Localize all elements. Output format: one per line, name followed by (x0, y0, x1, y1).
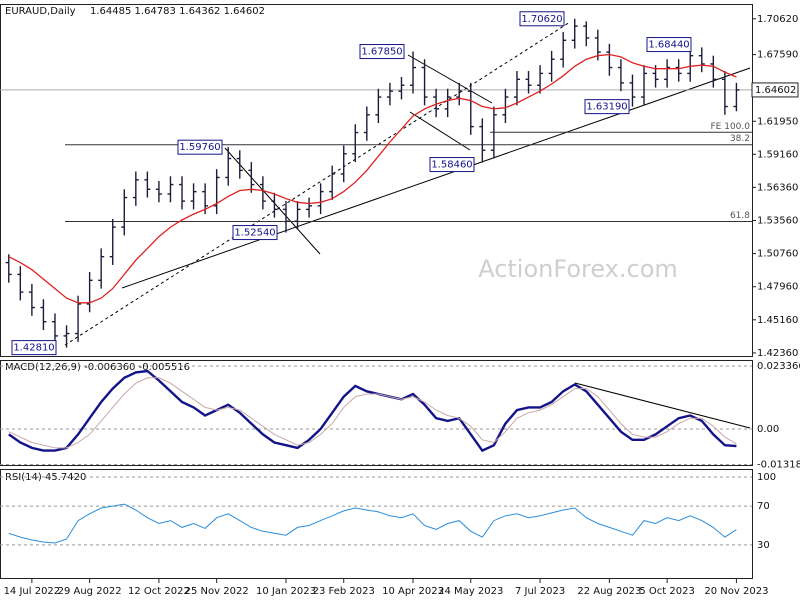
fib-label: 38.2 (730, 134, 750, 144)
x-tick-label: 24 May 2023 (438, 586, 503, 597)
y-tick-label: 70 (757, 501, 770, 512)
x-tick-label: 22 Aug 2023 (577, 586, 641, 597)
y-tick-label: 1.70620 (757, 14, 798, 25)
uptrend-line (121, 67, 751, 289)
y-tick-label: 1.56360 (757, 182, 798, 193)
pivot-box (519, 11, 565, 27)
price-title: EURAUD,Daily (5, 6, 76, 17)
fib-label: FE 100.0 (711, 122, 751, 132)
last-price-box (751, 82, 799, 98)
pivot-label: 1.59760 (179, 142, 220, 153)
y-tick-label: 1.53560 (757, 215, 798, 226)
price-panel (0, 4, 753, 357)
pivot-box (646, 37, 692, 53)
y-tick-label: 0.023366 (757, 361, 800, 372)
x-tick-label: 29 Aug 2022 (58, 586, 122, 597)
pivot-label: 1.42810 (13, 343, 54, 354)
channel-line (64, 21, 571, 346)
pivot-box (232, 225, 278, 241)
x-tick-label: 14 Jul 2022 (4, 586, 61, 597)
y-tick-label: 30 (757, 540, 770, 551)
pivot-box (584, 99, 630, 115)
pivot-label: 1.58460 (431, 160, 472, 171)
y-tick-label: 1.47960 (757, 282, 798, 293)
rsi-title: RSI(14) 45.7420 (5, 472, 86, 483)
macd-trend-line (574, 382, 751, 429)
y-tick-label: 1.50760 (757, 249, 798, 260)
x-tick-label: 10 Apr 2023 (382, 586, 444, 597)
down-line (409, 111, 471, 151)
y-tick-label: 0.00 (757, 424, 779, 435)
pivot-label: 1.70620 (521, 14, 562, 25)
y-tick-label: 1.67590 (757, 50, 798, 61)
pivot-box (11, 340, 57, 356)
pivot-label: 1.67850 (361, 47, 402, 58)
y-tick-label: 1.61950 (757, 116, 798, 127)
y-tick-label: -0.013186 (757, 460, 800, 471)
indicator-line (8, 377, 737, 449)
x-tick-label: 7 Jul 2023 (515, 586, 565, 597)
indicator-line (8, 369, 737, 453)
pivot-label: 1.63190 (586, 102, 627, 113)
down-line (407, 54, 493, 104)
y-tick-label: 1.42360 (757, 348, 798, 359)
y-tick-label: 100 (757, 472, 776, 483)
macd-panel (0, 360, 753, 466)
pivot-box (359, 44, 405, 60)
moving-average (8, 53, 737, 304)
fib-label: 61.8 (730, 211, 750, 221)
pivot-label: 1.52540 (234, 228, 275, 239)
x-tick-label: 5 Oct 2023 (639, 586, 694, 597)
macd-title: MACD(12,26,9) -0.006360 -0.005516 (5, 362, 190, 373)
watermark: ActionForex.com (478, 255, 678, 283)
x-tick-label: 10 Jan 2023 (256, 586, 316, 597)
x-tick-label: 12 Oct 2022 (128, 586, 190, 597)
y-tick-label: 1.59160 (757, 149, 798, 160)
last-price-label: 1.64602 (755, 85, 796, 96)
x-tick-label: 20 Nov 2023 (704, 586, 768, 597)
y-tick-label: 1.45160 (757, 315, 798, 326)
pivot-box (429, 157, 475, 173)
pivot-label: 1.68440 (648, 40, 689, 51)
x-tick-label: 23 Feb 2023 (313, 586, 375, 597)
rsi-panel (0, 469, 753, 579)
price-header: 1.64485 1.64783 1.64362 1.64602 (90, 6, 265, 17)
x-tick-label: 25 Nov 2022 (185, 586, 249, 597)
indicator-line (8, 503, 737, 544)
pivot-box (177, 139, 223, 155)
